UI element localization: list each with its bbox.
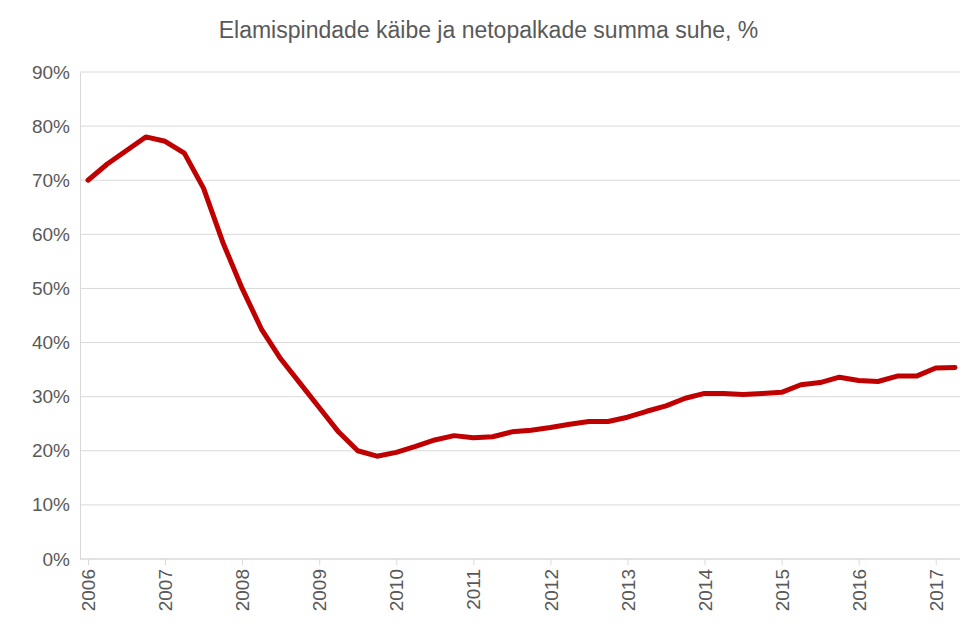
grid	[80, 72, 960, 559]
grid-line	[80, 126, 960, 127]
x-tick-mark	[627, 559, 628, 565]
y-tick: 90%	[32, 62, 80, 83]
y-tick-label: 40%	[32, 332, 70, 353]
x-tick: 2009	[309, 559, 330, 611]
x-tick: 2007	[155, 559, 176, 611]
y-tick-label: 50%	[32, 278, 70, 299]
x-tick-mark	[88, 559, 89, 565]
x-tick-label: 2017	[926, 569, 947, 611]
x-tick-mark	[705, 559, 706, 565]
y-tick-label: 0%	[43, 549, 71, 570]
y-tick: 10%	[32, 494, 80, 515]
x-tick-mark	[165, 559, 166, 565]
y-tick: 80%	[32, 116, 80, 137]
x-tick-label: 2013	[618, 569, 639, 611]
x-tick: 2015	[772, 559, 793, 611]
x-axis: 2006 2007 2008 2009 2010 2011 2012 2013 2014 2015…	[78, 559, 960, 611]
y-tick-label: 70%	[32, 170, 70, 191]
y-tick: 60%	[32, 224, 80, 245]
y-tick-label: 80%	[32, 116, 70, 137]
grid-line	[80, 180, 960, 181]
y-tick-label: 60%	[32, 224, 70, 245]
y-tick-label: 30%	[32, 386, 70, 407]
x-tick-mark	[936, 559, 937, 565]
grid-line	[80, 504, 960, 505]
y-tick: 50%	[32, 278, 80, 299]
y-tick: 40%	[32, 332, 80, 353]
x-tick-mark	[473, 559, 474, 565]
y-tick: 30%	[32, 386, 80, 407]
y-axis: 0% 10% 20% 30% 40% 50% 60% 70% 80% 90%	[32, 62, 81, 570]
x-tick-mark	[319, 559, 320, 565]
grid-line	[80, 396, 960, 397]
y-tick-label: 20%	[32, 440, 70, 461]
grid-line	[80, 72, 960, 73]
grid-line	[80, 288, 960, 289]
x-tick-mark	[396, 559, 397, 565]
y-axis-line	[80, 73, 81, 560]
grid-line	[80, 559, 960, 560]
x-tick-label: 2008	[232, 569, 253, 611]
x-tick: 2017	[926, 559, 947, 611]
x-tick: 2013	[618, 559, 639, 611]
x-tick: 2010	[386, 559, 407, 611]
data-line	[88, 137, 955, 456]
x-tick: 2008	[232, 559, 253, 611]
x-tick: 2016	[849, 559, 870, 611]
y-tick-label: 90%	[32, 62, 70, 83]
x-tick-label: 2006	[78, 569, 99, 611]
x-tick-label: 2016	[849, 569, 870, 611]
y-tick: 70%	[32, 170, 80, 191]
x-axis-line	[80, 559, 960, 560]
x-tick-label: 2015	[772, 569, 793, 611]
x-tick-label: 2011	[463, 569, 484, 610]
x-tick: 2011	[463, 559, 484, 610]
x-tick-mark	[782, 559, 783, 565]
x-tick: 2012	[541, 559, 562, 611]
x-tick-mark	[550, 559, 551, 565]
x-tick-mark	[859, 559, 860, 565]
x-tick-label: 2010	[386, 569, 407, 611]
grid-line	[80, 450, 960, 451]
grid-line	[80, 342, 960, 343]
x-tick: 2006	[78, 559, 99, 611]
x-tick-label: 2009	[309, 569, 330, 611]
chart: Elamispindade käibe ja netopalkade summa…	[0, 0, 977, 639]
x-tick-label: 2012	[541, 569, 562, 611]
y-tick: 20%	[32, 440, 80, 461]
y-tick: 0%	[43, 549, 80, 570]
x-tick-label: 2014	[695, 569, 716, 612]
chart-title: Elamispindade käibe ja netopalkade summa…	[219, 17, 759, 43]
x-tick: 2014	[695, 559, 716, 611]
plot-area	[88, 137, 955, 456]
y-tick-label: 10%	[32, 494, 70, 515]
x-tick-mark	[242, 559, 243, 565]
grid-line	[80, 234, 960, 235]
x-tick-label: 2007	[155, 569, 176, 611]
